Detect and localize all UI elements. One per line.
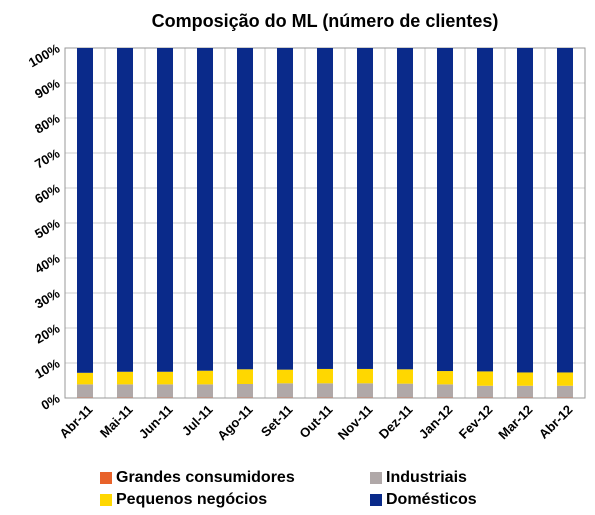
x-tick-label: Out-11	[296, 402, 335, 441]
y-tick-label: 70%	[32, 145, 62, 171]
x-tick-label: Fev-12	[456, 402, 496, 442]
bar-segment	[117, 371, 133, 385]
bar-segment	[557, 385, 573, 398]
y-tick-label: 90%	[32, 75, 62, 101]
bar-segment	[317, 48, 333, 369]
bar-segment	[357, 383, 373, 398]
bar-segment	[437, 371, 453, 385]
x-tick-label: Nov-11	[335, 402, 376, 443]
bar-segment	[357, 48, 373, 369]
bar-segment	[277, 383, 293, 398]
bar-segment	[517, 48, 533, 373]
x-tick-label: Dez-11	[376, 402, 416, 442]
legend-swatch	[100, 472, 112, 484]
x-tick-label: Set-11	[258, 402, 296, 440]
legend-swatch	[370, 472, 382, 484]
bar-segment	[117, 48, 133, 372]
legend-label: Pequenos negócios	[116, 491, 267, 508]
legend-label: Industriais	[386, 469, 467, 486]
x-tick-label: Jan-12	[416, 402, 456, 442]
legend-swatch	[100, 494, 112, 506]
bar-segment	[197, 370, 213, 385]
y-tick-label: 0%	[38, 390, 62, 413]
bar-segment	[397, 369, 413, 384]
bar-segment	[397, 48, 413, 370]
bar-segment	[557, 48, 573, 373]
y-tick-label: 60%	[32, 180, 62, 206]
bar-segment	[277, 369, 293, 384]
bar-segment	[197, 384, 213, 398]
bar-segment	[357, 368, 373, 384]
bar-segment	[77, 372, 93, 385]
bar-segment	[477, 48, 493, 372]
y-tick-label: 10%	[32, 355, 62, 381]
bar-segment	[477, 371, 493, 386]
bar-segment	[237, 369, 253, 384]
bar-segment	[157, 371, 173, 385]
legend-label: Grandes consumidores	[116, 469, 295, 486]
x-tick-label: Mai-11	[97, 402, 136, 441]
bar-segment	[157, 384, 173, 398]
bar-segment	[197, 48, 213, 371]
y-tick-label: 40%	[32, 250, 62, 276]
bar-segment	[397, 383, 413, 398]
bar-segment	[237, 48, 253, 370]
bar-segment	[317, 368, 333, 384]
y-tick-label: 100%	[26, 40, 63, 70]
y-tick-label: 50%	[32, 215, 62, 241]
bar-segment	[477, 385, 493, 398]
x-tick-label: Mar-12	[495, 402, 535, 442]
x-tick-label: Jul-11	[179, 402, 216, 439]
chart-title: Composição do ML (número de clientes)	[152, 11, 499, 31]
bar-segment	[77, 384, 93, 398]
legend-swatch	[370, 494, 382, 506]
bar-segment	[437, 384, 453, 398]
y-tick-label: 30%	[32, 285, 62, 311]
x-tick-label: Abr-11	[56, 402, 95, 441]
bar-segment	[557, 372, 573, 386]
bar-segment	[277, 48, 293, 370]
y-tick-label: 20%	[32, 320, 62, 346]
x-tick-label: Ago-11	[214, 402, 255, 443]
bar-segment	[437, 48, 453, 372]
bar-segment	[517, 385, 533, 398]
bar-segment	[77, 48, 93, 373]
bar-segment	[117, 384, 133, 398]
x-tick-label: Abr-12	[536, 402, 576, 442]
y-tick-label: 80%	[32, 110, 62, 136]
bar-segment	[237, 384, 253, 398]
bar-segment	[317, 383, 333, 398]
bar-segment	[517, 372, 533, 386]
x-tick-label: Jun-11	[136, 402, 176, 442]
legend-label: Domésticos	[386, 491, 477, 508]
bar-segment	[157, 48, 173, 372]
